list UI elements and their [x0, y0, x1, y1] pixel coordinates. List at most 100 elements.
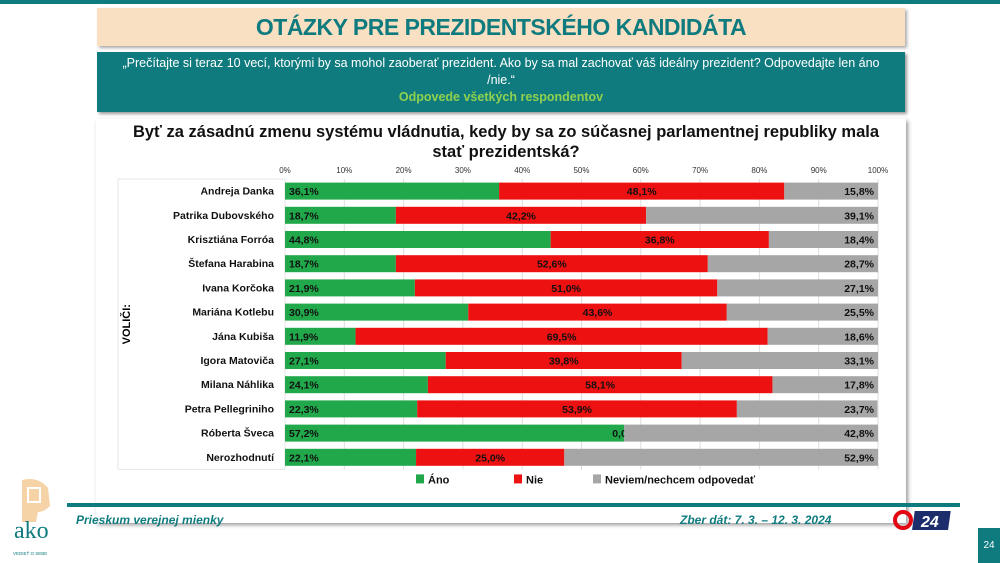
bar-neviem: [707, 255, 878, 273]
bar-neviem: [717, 279, 878, 297]
data-label: 11,9%: [289, 331, 319, 343]
legend-label: Nie: [526, 474, 543, 486]
chart-title: Byť za zásadnú zmenu systému vládnutia, …: [132, 123, 880, 161]
footer-rule: [67, 503, 960, 507]
x-tick-label: 50%: [573, 166, 589, 175]
legend-swatch: [416, 474, 424, 484]
category-label: Mariána Kotlebu: [192, 307, 274, 319]
data-label: 52,9%: [844, 452, 874, 464]
data-label: 25,5%: [844, 307, 874, 319]
data-label: 22,1%: [289, 452, 319, 464]
data-label: 51,0%: [551, 283, 581, 295]
data-label: 44,8%: [289, 235, 319, 247]
x-tick-label: 90%: [811, 166, 827, 175]
category-label: Krisztiána Forróa: [188, 234, 275, 246]
bar-áno: [285, 448, 417, 466]
question-box: „Prečítajte si teraz 10 vecí, ktorými by…: [97, 52, 905, 112]
x-tick-label: 40%: [514, 166, 530, 175]
data-label: 39,8%: [549, 356, 579, 368]
y-axis-label: VOLIČI:: [120, 304, 133, 344]
bar-nie: [468, 303, 727, 321]
bar-áno: [285, 424, 625, 442]
x-tick-label: 0%: [279, 166, 291, 175]
data-label: 15,8%: [844, 186, 874, 198]
data-label: 22,3%: [289, 404, 319, 416]
ako-logo-tagline: VEDIEŤ O SEBE: [13, 549, 47, 556]
data-label: 28,7%: [844, 259, 874, 271]
bar-nie: [427, 376, 773, 394]
data-label: 18,4%: [844, 235, 874, 247]
data-label: 58,1%: [585, 380, 615, 392]
data-label: 27,1%: [289, 356, 319, 368]
bar-nie: [416, 448, 565, 466]
data-label: 27,1%: [844, 283, 874, 295]
bar-áno: [285, 279, 415, 297]
category-label: Ivana Korčoka: [202, 282, 274, 294]
question-text: „Prečítajte si teraz 10 vecí, ktorými by…: [122, 56, 880, 87]
data-label: 18,7%: [289, 259, 319, 271]
chart: Byť za zásadnú zmenu systému vládnutia, …: [96, 119, 906, 523]
bar-nie: [499, 182, 785, 200]
bar-nie: [355, 327, 768, 345]
x-tick-label: 60%: [633, 166, 649, 175]
legend-label: Áno: [428, 473, 450, 486]
data-label: 18,6%: [844, 331, 874, 343]
category-label: Igora Matoviča: [200, 355, 274, 367]
data-label: 69,5%: [547, 331, 577, 343]
bar-nie: [550, 231, 769, 248]
bar-neviem: [726, 303, 878, 321]
category-label: Nerozhodnutí: [206, 452, 275, 464]
data-label: 30,9%: [289, 307, 319, 319]
bar-áno: [285, 376, 428, 394]
bar-nie: [395, 255, 708, 273]
question-subtitle: Odpovede všetkých respondentov: [398, 90, 604, 104]
tv24-logo-text: 24: [920, 514, 939, 531]
category-label: Andreja Danka: [200, 186, 274, 198]
label-column: [117, 178, 286, 470]
x-tick-label: 10%: [336, 166, 352, 175]
data-label: 53,9%: [562, 404, 592, 416]
x-tick-label: 30%: [455, 166, 471, 175]
legend-label: Neviem/nechcem odpovedať: [605, 474, 756, 486]
top-rule: [0, 0, 1000, 4]
data-label: 33,1%: [844, 356, 874, 368]
bar-nie: [445, 352, 682, 369]
category-label: Róberta Šveca: [201, 427, 274, 440]
data-label: 36,8%: [645, 235, 675, 247]
legend-swatch: [514, 474, 522, 484]
bar-áno: [285, 303, 469, 321]
bar-áno: [285, 327, 356, 345]
x-tick-label: 100%: [868, 166, 888, 175]
x-tick-label: 20%: [396, 166, 412, 175]
ako-logo-text: ako: [14, 518, 49, 544]
data-label: 39,1%: [844, 210, 874, 222]
bar-neviem: [681, 352, 878, 369]
data-label: 36,1%: [289, 186, 319, 198]
data-label: 48,1%: [627, 186, 657, 198]
bar-áno: [285, 206, 396, 224]
bar-nie: [395, 206, 647, 224]
data-label: 23,7%: [844, 404, 874, 416]
x-tick-label: 70%: [692, 166, 708, 175]
bar-áno: [285, 255, 396, 273]
bar-áno: [285, 400, 418, 418]
bar-neviem: [767, 327, 878, 345]
bar-áno: [285, 231, 551, 248]
data-label: 57,2%: [289, 428, 319, 440]
data-label: 24,1%: [289, 380, 319, 392]
bar-neviem: [772, 376, 878, 394]
category-label: Patrika Dubovského: [173, 210, 274, 222]
bar-neviem: [784, 182, 878, 200]
bar-neviem: [564, 448, 878, 466]
x-tick-label: 80%: [751, 166, 767, 175]
page-number: 24: [978, 528, 1000, 563]
page-title: OTÁZKY PRE PREZIDENTSKÉHO KANDIDÁTA: [97, 8, 905, 46]
data-label: 42,2%: [506, 210, 536, 222]
bar-neviem: [646, 206, 878, 224]
bar-neviem: [768, 231, 878, 248]
data-label: 25,0%: [475, 452, 505, 464]
data-label: 43,6%: [583, 307, 613, 319]
bar-áno: [285, 182, 500, 200]
bar-neviem: [624, 424, 878, 442]
data-label: 42,8%: [844, 428, 874, 440]
